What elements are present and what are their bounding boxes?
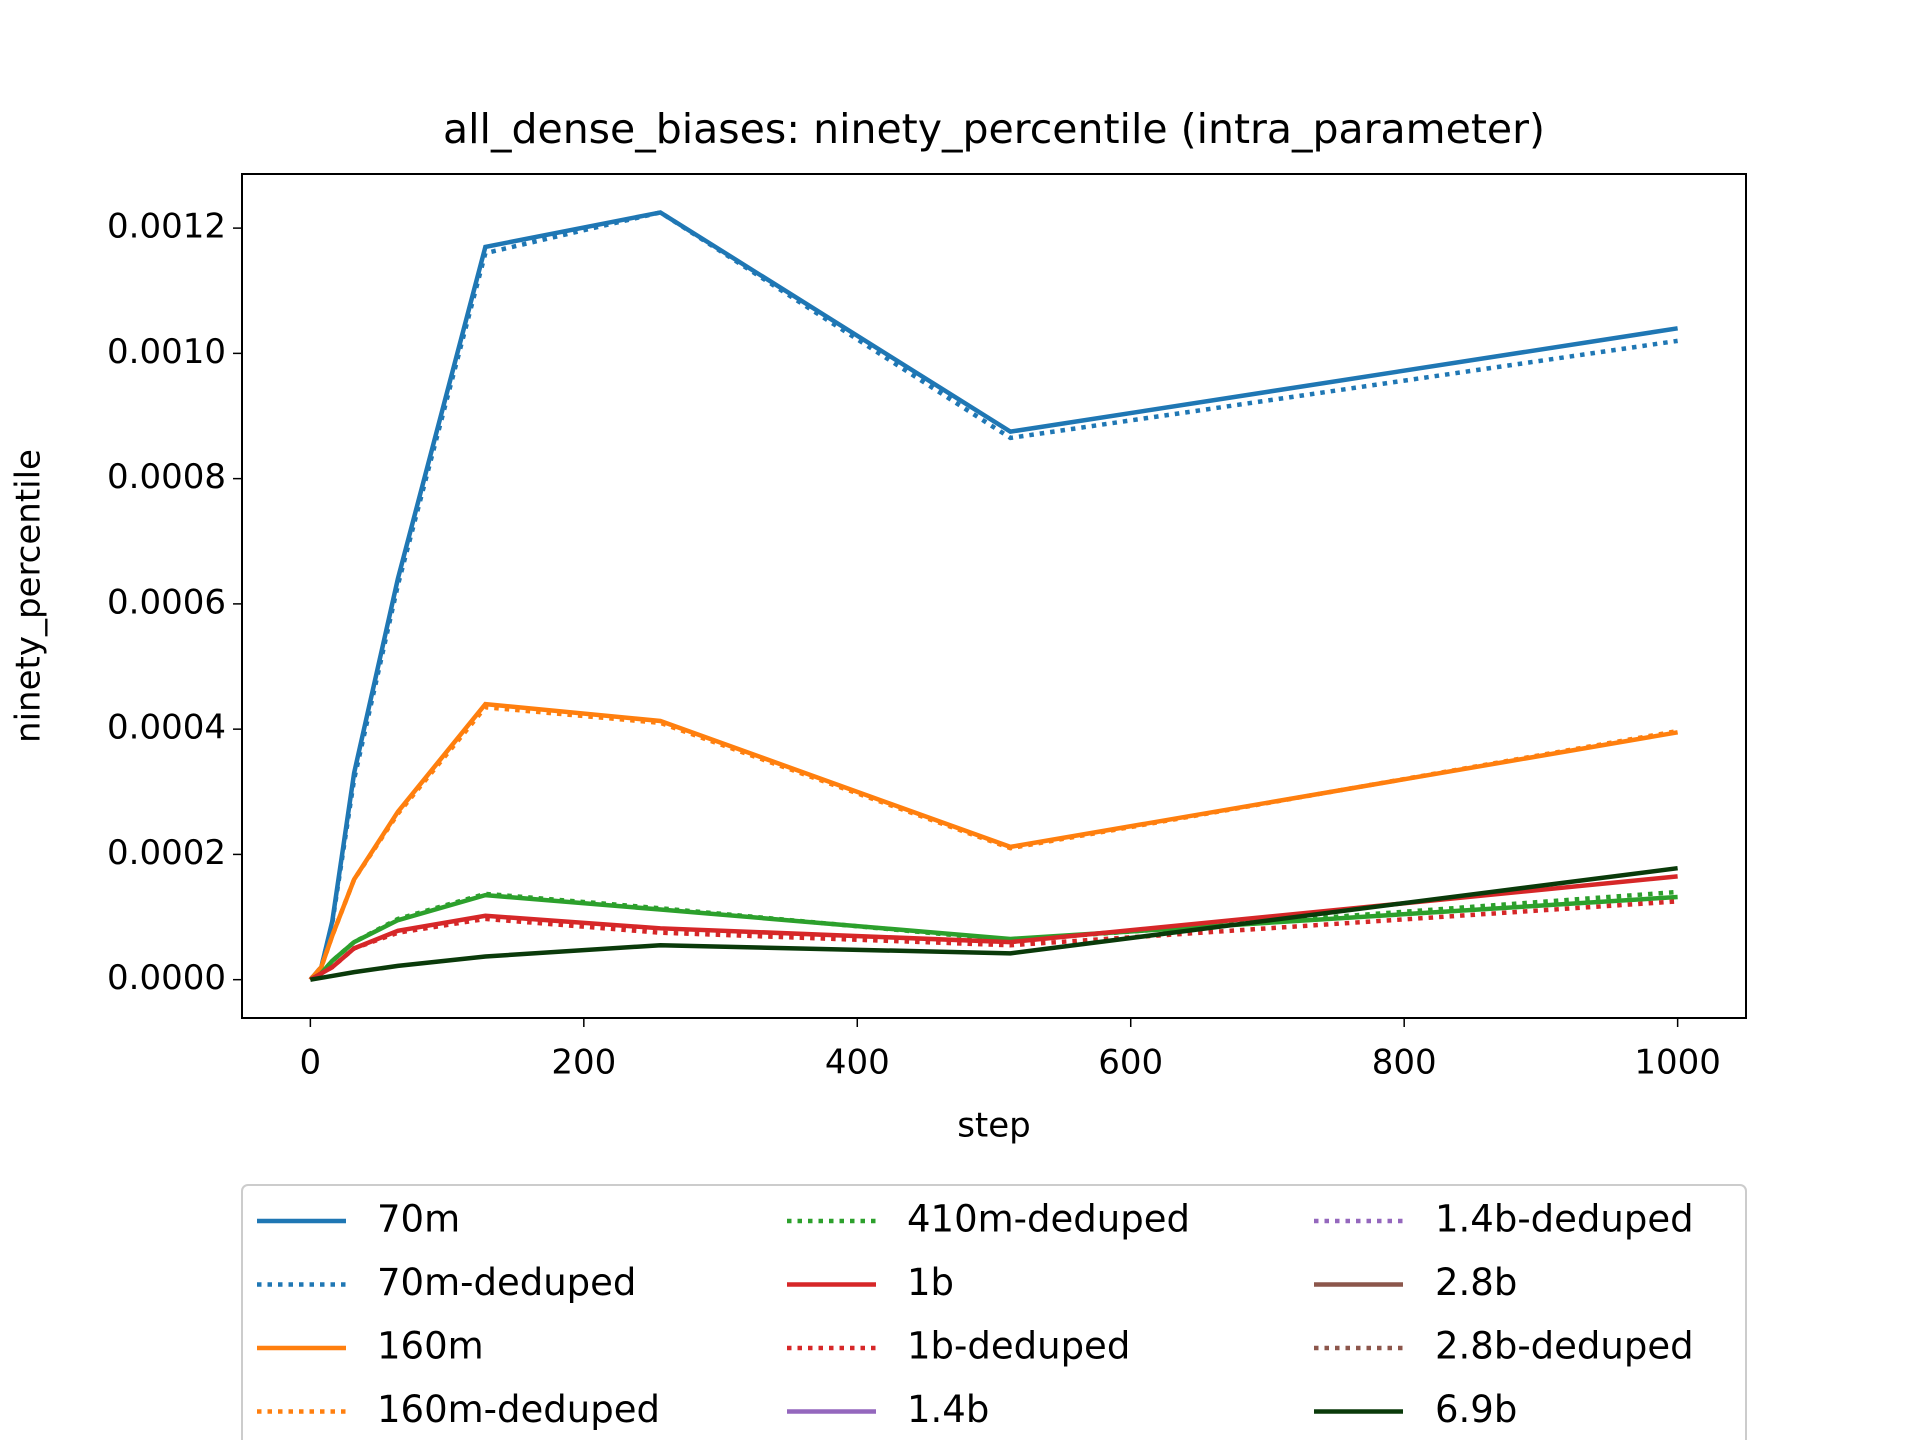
- legend-label: 70m: [377, 1198, 460, 1241]
- y-tick-label: 0.0008: [107, 457, 226, 497]
- series-line: [309, 889, 1678, 982]
- y-tick-label: 0.0006: [107, 582, 226, 622]
- series-line: [308, 704, 1679, 982]
- x-tick-label: 600: [1098, 1043, 1163, 1083]
- legend-label: 2.8b-deduped: [1435, 1325, 1694, 1368]
- series-line: [309, 865, 1678, 982]
- legend-label: 70m-deduped: [377, 1261, 636, 1304]
- legend-label: 160m-deduped: [377, 1388, 660, 1431]
- x-tick-label: 1000: [1634, 1043, 1721, 1083]
- legend-label: 160m: [377, 1325, 484, 1368]
- y-tick-label: 0.0000: [107, 958, 226, 998]
- series-line: [308, 210, 1678, 982]
- legend-label: 1.4b: [907, 1388, 989, 1431]
- legend-box: [241, 1184, 1747, 1440]
- legend-label: 6.9b: [1435, 1388, 1517, 1431]
- y-tick-label: 0.0012: [107, 207, 226, 247]
- y-tick-label: 0.0004: [107, 708, 226, 748]
- y-tick-label: 0.0010: [107, 332, 226, 372]
- y-tick-label: 0.0002: [107, 833, 226, 873]
- x-tick-label: 0: [300, 1043, 322, 1083]
- x-tick-label: 200: [551, 1043, 616, 1083]
- axes-frame: [241, 173, 1747, 1019]
- chart-title: all_dense_biases: ninety_percentile (int…: [443, 105, 1545, 153]
- series-line: [308, 210, 1678, 982]
- legend-label: 1.4b-deduped: [1435, 1198, 1694, 1241]
- series-line: [309, 874, 1678, 982]
- y-axis-label: ninety_percentile: [9, 449, 49, 743]
- legend-label: 1b-deduped: [907, 1325, 1130, 1368]
- x-tick-label: 400: [825, 1043, 890, 1083]
- legend-label: 410m-deduped: [907, 1198, 1190, 1241]
- x-axis-label: step: [957, 1106, 1031, 1146]
- legend-label: 2.8b: [1435, 1261, 1517, 1304]
- x-tick-label: 800: [1372, 1043, 1437, 1083]
- plot-area: [308, 210, 1679, 982]
- legend-label: 1b: [907, 1261, 954, 1304]
